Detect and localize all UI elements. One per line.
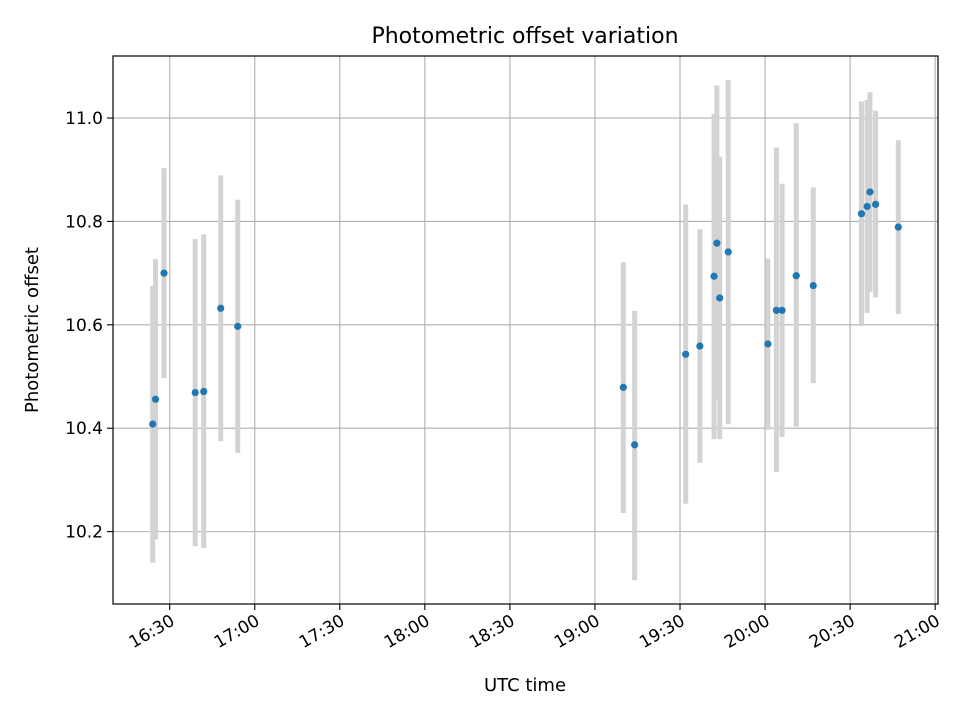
- data-point: [772, 306, 781, 314]
- data-point: [778, 306, 786, 314]
- data-point: [792, 272, 800, 280]
- data-point: [716, 294, 724, 302]
- plot-frame: [112, 55, 939, 605]
- y-axis-label: Photometric offset: [22, 247, 43, 413]
- data-point: [696, 342, 704, 350]
- y-tick-label: 10.6: [65, 316, 103, 336]
- data-point: [724, 248, 732, 256]
- data-point: [200, 387, 208, 396]
- data-point: [151, 395, 160, 403]
- data-point: [866, 188, 874, 196]
- data-point: [619, 383, 627, 391]
- x-axis-label: UTC time: [484, 675, 566, 696]
- y-tick-label: 11.0: [65, 109, 103, 129]
- data-point: [863, 202, 871, 211]
- data-point: [234, 322, 242, 330]
- data-point: [682, 350, 690, 358]
- data-point: [149, 420, 157, 428]
- data-point: [764, 340, 772, 348]
- y-axis: 10.2 10.4 10.6 10.8 11.0: [65, 109, 113, 543]
- data-point: [894, 223, 902, 231]
- data-point: [191, 388, 199, 397]
- y-tick-label: 10.8: [65, 212, 103, 232]
- data-point: [872, 200, 880, 208]
- y-tick-label: 10.4: [65, 419, 103, 439]
- data-point: [631, 441, 639, 449]
- data-point: [217, 304, 225, 312]
- data-point: [160, 269, 168, 277]
- grid: [113, 56, 938, 604]
- data-point: [857, 210, 866, 218]
- y-tick-label: 10.2: [65, 523, 103, 543]
- data-points: [149, 188, 902, 449]
- chart-title: Photometric offset variation: [371, 24, 678, 49]
- data-point: [713, 239, 721, 247]
- data-point: [710, 272, 718, 280]
- data-point: [809, 281, 817, 290]
